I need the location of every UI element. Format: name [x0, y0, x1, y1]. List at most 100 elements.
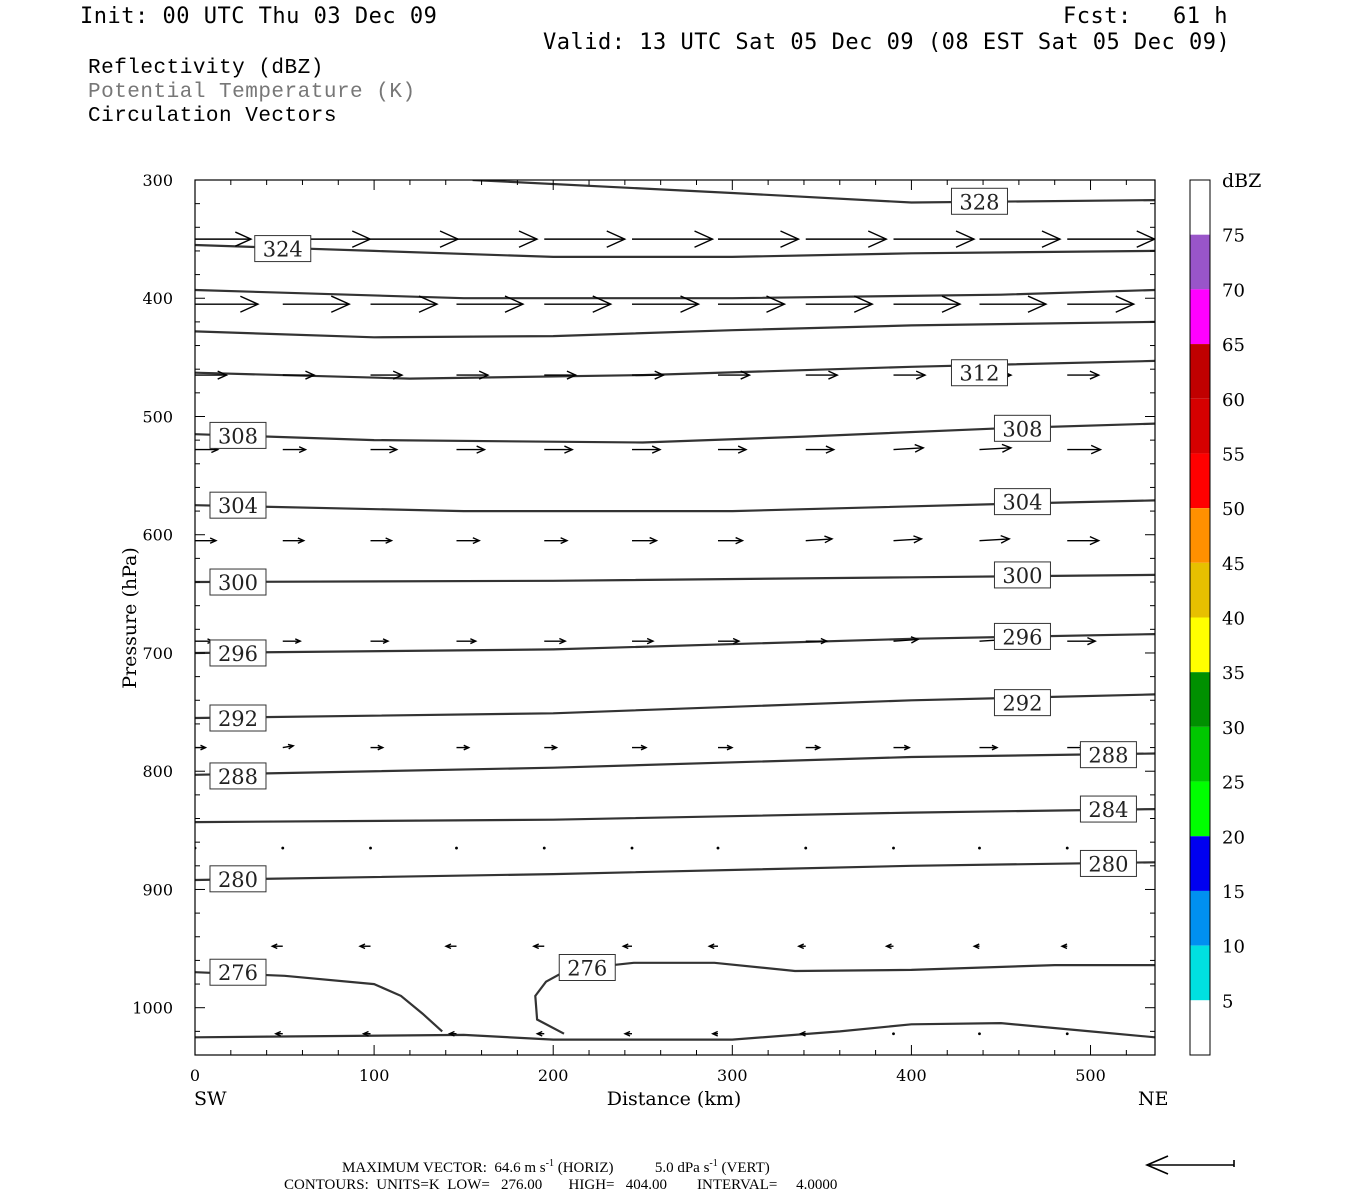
isentrope-label-box [209, 568, 267, 596]
isentrope-label-box [950, 359, 1008, 387]
vector-head [820, 637, 829, 645]
vector-head [1090, 444, 1103, 455]
vector-head [680, 295, 701, 313]
vector-head [532, 943, 540, 950]
vector-head [867, 230, 888, 248]
vector-head [564, 445, 574, 454]
vector-shaft [893, 447, 924, 451]
isentrope-label-box [209, 639, 267, 667]
reflectivity-colorbar: 5 10 15 20 25 30 35 40 45 50 55 60 65 70 75 [1189, 179, 1245, 1056]
colorbar-segment [1190, 945, 1210, 1001]
vector-head [1115, 295, 1136, 313]
isentrope-line [195, 288, 1155, 300]
vector-head [654, 370, 666, 380]
x-tick-label: 400 [896, 1066, 927, 1085]
vector-dot [455, 846, 458, 850]
vector-dot [978, 846, 981, 850]
isentrope-label: 280 [1088, 852, 1128, 876]
isentrope-line [195, 499, 1155, 513]
colorbar-segment [1190, 289, 1210, 345]
y-tick-label: 400 [142, 289, 173, 308]
isentrope-label-box [209, 491, 267, 519]
colorbar-segment [1190, 398, 1210, 454]
vector-head [694, 230, 715, 248]
init-time: Init: 00 UTC Thu 03 Dec 09 [80, 4, 438, 29]
y-axis: 300 400 500 600 700 800 900 1000 [132, 171, 1155, 1032]
vector-head [707, 943, 715, 950]
vector-dot [978, 1032, 981, 1036]
vector-head [913, 535, 924, 544]
colorbar-segment [1190, 508, 1210, 563]
colorbar-segment [1190, 672, 1210, 727]
vector-head [351, 230, 372, 248]
isentrope-label: 304 [1002, 491, 1042, 515]
vector-head [470, 638, 478, 645]
vector-head [910, 636, 920, 644]
vector-head [551, 744, 559, 751]
reference-vector-head [1144, 1155, 1169, 1175]
isentrope-label-box [254, 235, 312, 263]
vector-shaft [282, 745, 294, 749]
x-tick-label: 500 [1075, 1066, 1106, 1085]
circulation-vector-field [195, 230, 1155, 1037]
isentrope-label-box [993, 561, 1051, 589]
max-vector-vert: 5.0 dPa s [654, 1160, 710, 1176]
vector-head [297, 537, 306, 544]
max-vector-horiz: MAXIMUM VECTOR: 64.6 m s [342, 1160, 546, 1176]
colorbar-segment [1190, 344, 1210, 399]
isentrope-line [195, 243, 1155, 258]
isentrope-label: 284 [1088, 798, 1128, 822]
vector-dot [716, 846, 720, 850]
vector-head [732, 637, 741, 645]
vector-head [884, 943, 892, 950]
vector-shaft [893, 638, 919, 642]
vector-head [200, 744, 208, 751]
isentrope-label: 296 [218, 642, 258, 666]
colorbar-segment [1190, 781, 1210, 837]
vector-head [330, 295, 351, 313]
vector-head [1087, 636, 1097, 646]
vector-head [991, 744, 999, 751]
vector-dot [630, 846, 634, 850]
vector-head [270, 943, 278, 950]
vector-head [649, 536, 659, 545]
y-tick-label: 1000 [132, 999, 173, 1018]
max-vector-vert-exponent: -1 [709, 1158, 718, 1169]
vector-head [377, 744, 385, 751]
vector-head [1000, 534, 1011, 544]
isentrope-line [195, 861, 1155, 882]
vector-dot [1065, 1032, 1069, 1036]
vector-head [606, 230, 627, 248]
vector-head [385, 537, 394, 544]
colorbar-title: dBZ [1222, 170, 1261, 192]
vector-dot [542, 846, 546, 850]
y-tick-label: 300 [142, 171, 173, 190]
field-label-reflectivity: Reflectivity (dBZ) [88, 57, 324, 80]
colorbar-segment [1190, 180, 1210, 235]
x-axis-title: Distance (km) [607, 1088, 742, 1110]
isentrope-label-box [993, 488, 1051, 516]
vector-head [646, 637, 655, 645]
vector-head [209, 537, 218, 544]
x-axis: 0 100 200 300 400 500 [190, 180, 1127, 1085]
vector-head [358, 943, 366, 950]
vector-head [418, 295, 439, 313]
vector-head [825, 445, 836, 454]
vector-head [740, 370, 752, 380]
vector-head [518, 230, 539, 248]
colorbar-segment [1190, 890, 1210, 946]
colorbar-tick-label: 65 [1222, 335, 1245, 356]
vector-head [1001, 443, 1013, 453]
isentrope-label-box [993, 622, 1051, 650]
isentrope-line [472, 180, 1155, 204]
isentrope-label-box [209, 865, 267, 893]
vector-head [737, 445, 748, 454]
x-tick-label: 300 [717, 1066, 748, 1085]
reference-vector [1144, 1155, 1235, 1175]
vector-dot [892, 1032, 895, 1036]
vector-shaft [805, 538, 833, 542]
colorbar-tick-label: 50 [1222, 499, 1245, 520]
vector-head [447, 1030, 455, 1037]
vector-head [472, 537, 481, 545]
